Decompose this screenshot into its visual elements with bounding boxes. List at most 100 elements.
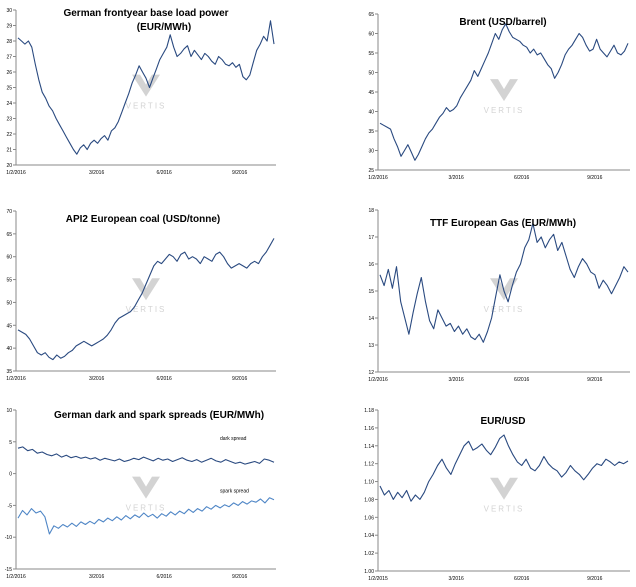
watermark-logo: VERTIS — [484, 278, 525, 314]
watermark-text: VERTIS — [484, 505, 525, 514]
y-tick-label: 18 — [368, 208, 374, 214]
x-tick-label: 9/2016 — [232, 376, 248, 382]
x-tick-label: 1/2/2016 — [368, 175, 388, 181]
y-tick-label: 1.12 — [364, 462, 374, 468]
y-tick-label: 50 — [6, 300, 12, 306]
chart-panel-3: VERTIS 35 40 45 50 55 60 65 70 1/2/2016 3/2016 6/20… — [6, 209, 276, 382]
chart-title: API2 European coal (USD/tonne) — [66, 214, 220, 225]
series-line-1 — [17, 446, 275, 465]
x-tick-label: 3/2016 — [89, 170, 105, 176]
chart-panel-1: VERTIS 20 21 22 23 24 25 26 27 28 29 30 1/2/2016 3/20… — [6, 8, 276, 176]
y-tick-label: 35 — [368, 129, 374, 135]
watermark-v-shape — [132, 74, 160, 97]
y-tick-label: 20 — [6, 163, 12, 169]
watermark-v-shape — [132, 278, 160, 301]
x-tick-label: 3/2016 — [448, 175, 464, 181]
y-tick-label: 25 — [368, 168, 374, 174]
chart-panel-4: VERTIS 12 13 14 15 16 17 18 1/2/2016 3/2016 6/2016… — [368, 208, 630, 383]
y-tick-label: 5 — [9, 440, 12, 446]
x-tick-label: 9/2016 — [587, 175, 603, 181]
watermark-v-shape — [490, 477, 518, 500]
y-tick-label: 22 — [6, 132, 12, 138]
y-tick-label: 30 — [368, 149, 374, 155]
series-line-1 — [379, 222, 629, 343]
chart-title: EUR/USD — [480, 416, 525, 427]
y-tick-label: 55 — [6, 278, 12, 284]
y-tick-label: 1.16 — [364, 426, 374, 432]
y-tick-label: 45 — [6, 323, 12, 329]
watermark-text: VERTIS — [126, 102, 167, 111]
y-tick-label: 0 — [9, 472, 12, 478]
x-tick-label: 6/2016 — [514, 576, 530, 582]
x-tick-label: 1/2/2015 — [368, 576, 388, 582]
y-tick-label: 55 — [368, 51, 374, 57]
y-tick-label: 1.14 — [364, 444, 374, 450]
y-tick-label: 10 — [6, 408, 12, 414]
y-tick-label: 14 — [368, 316, 374, 322]
series-line-1 — [379, 434, 629, 502]
watermark-v-shape — [132, 476, 160, 499]
y-tick-label: 65 — [368, 12, 374, 18]
x-tick-label: 1/2/2016 — [6, 170, 26, 176]
y-tick-label: 45 — [368, 90, 374, 96]
watermark-text: VERTIS — [126, 504, 167, 513]
chart-panel-6: VERTIS 1.00 1.02 1.04 1.06 1.08 1.10 1.12 1.14 1.… — [364, 408, 630, 582]
y-tick-label: 1.08 — [364, 497, 374, 503]
chart-panel-5: VERTIS -15 -10 -5 0 5 10 1/2/2016 3/2016 6/2016 9/… — [5, 408, 276, 580]
y-tick-label: 21 — [6, 148, 12, 154]
y-tick-label: 24 — [6, 101, 12, 107]
y-tick-label: 27 — [6, 55, 12, 61]
y-tick-label: 65 — [6, 232, 12, 238]
y-tick-label: 1.06 — [364, 515, 374, 521]
y-tick-label: 40 — [6, 346, 12, 352]
watermark-logo: VERTIS — [126, 74, 167, 111]
x-tick-label: 3/2016 — [448, 576, 464, 582]
y-tick-label: 1.02 — [364, 551, 374, 557]
y-tick-label: -5 — [8, 503, 13, 509]
x-tick-label: 1/2/2016 — [368, 377, 388, 383]
y-tick-label: 29 — [6, 24, 12, 30]
x-tick-label: 3/2016 — [89, 376, 105, 382]
chart-panel-2: VERTIS 25 30 35 40 45 50 55 60 65 1/2/2016 3/2016 6/… — [368, 12, 630, 181]
y-tick-label: 50 — [368, 71, 374, 77]
y-tick-label: -10 — [5, 535, 12, 541]
x-tick-label: 6/2016 — [157, 376, 173, 382]
y-tick-label: 17 — [368, 235, 374, 241]
x-tick-label: 3/2016 — [448, 377, 464, 383]
y-tick-label: 25 — [6, 86, 12, 92]
y-tick-label: 28 — [6, 39, 12, 45]
series-line-1 — [17, 20, 275, 155]
y-tick-label: 1.04 — [364, 533, 374, 539]
y-tick-label: 12 — [368, 370, 374, 376]
chart-subtitle: (EUR/MWh) — [137, 22, 191, 33]
series-line-1 — [17, 238, 275, 361]
y-tick-label: 1.18 — [364, 408, 374, 414]
x-tick-label: 3/2016 — [89, 574, 105, 580]
x-tick-label: 6/2016 — [514, 175, 530, 181]
x-tick-label: 6/2016 — [157, 574, 173, 580]
y-tick-label: 26 — [6, 70, 12, 76]
y-tick-label: 30 — [6, 8, 12, 14]
chart-title: TTF European Gas (EUR/MWh) — [430, 218, 576, 229]
y-tick-label: 16 — [368, 262, 374, 268]
x-tick-label: 1/2/2016 — [6, 574, 26, 580]
x-tick-label: 9/2016 — [232, 574, 248, 580]
watermark-text: VERTIS — [484, 305, 525, 314]
y-tick-label: -15 — [5, 567, 12, 573]
watermark-text: VERTIS — [484, 106, 525, 115]
y-tick-label: 60 — [6, 255, 12, 261]
series-line-2 — [17, 497, 275, 535]
watermark-logo: VERTIS — [484, 477, 525, 514]
y-tick-label: 15 — [368, 289, 374, 295]
y-tick-label: 1.10 — [364, 480, 374, 486]
x-tick-label: 9/2016 — [232, 170, 248, 176]
x-tick-label: 1/2/2016 — [6, 376, 26, 382]
y-tick-label: 1.00 — [364, 569, 374, 575]
y-tick-label: 35 — [6, 369, 12, 375]
chart-title: German dark and spark spreads (EUR/MWh) — [54, 410, 264, 421]
chart-title: German frontyear base load power — [63, 8, 228, 19]
x-tick-label: 6/2016 — [157, 170, 173, 176]
watermark-logo: VERTIS — [126, 278, 164, 314]
series-line-1 — [379, 23, 629, 161]
series-label: spark spread — [220, 489, 249, 495]
